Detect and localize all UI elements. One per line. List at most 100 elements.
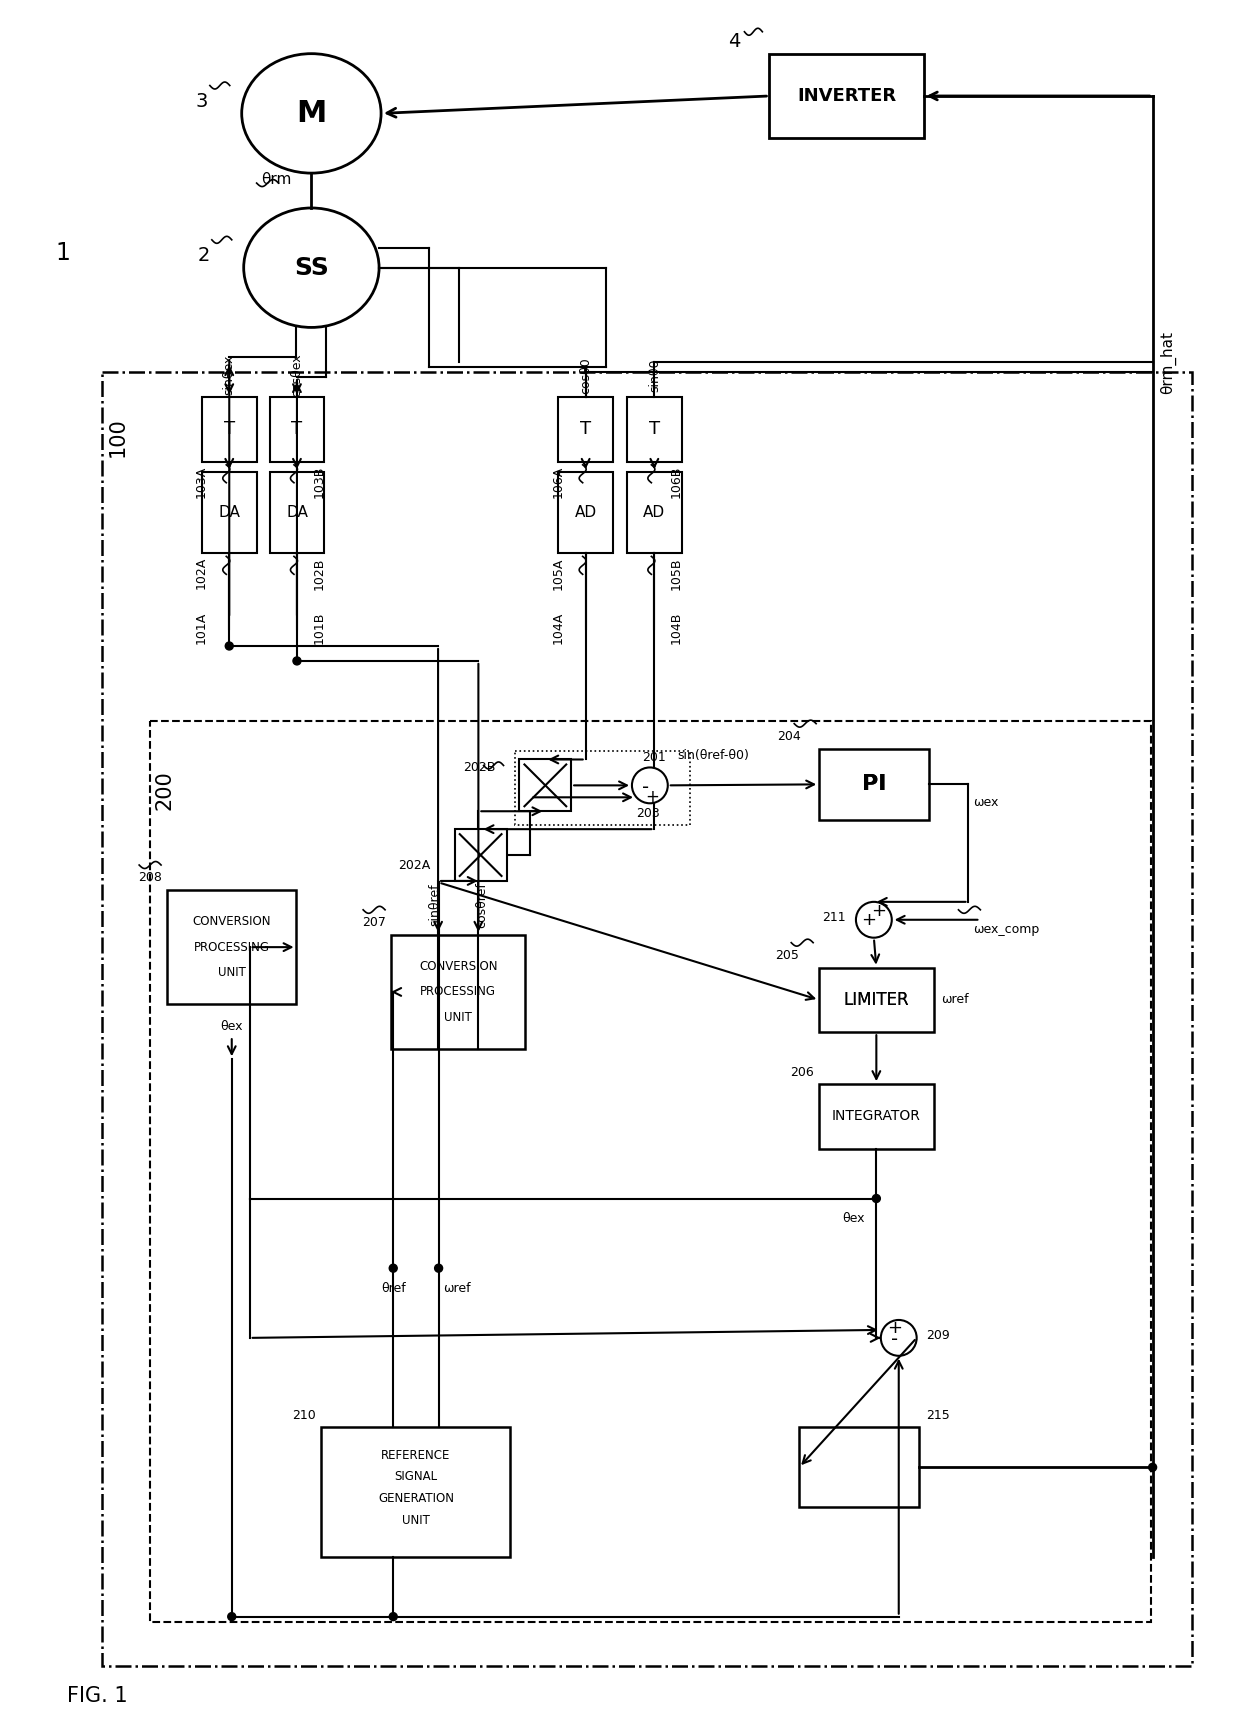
Text: 100: 100 [108, 418, 128, 456]
Text: 106A: 106A [552, 466, 564, 498]
Text: CONVERSION: CONVERSION [192, 916, 272, 928]
Circle shape [389, 1264, 397, 1273]
Text: θex: θex [842, 1212, 864, 1224]
Text: T: T [291, 420, 303, 439]
Text: PI: PI [862, 775, 887, 794]
Text: ωex: ωex [973, 796, 998, 808]
Text: ωref: ωref [444, 1281, 471, 1295]
Text: +: + [888, 1320, 903, 1337]
Text: 3: 3 [196, 92, 208, 111]
Text: 203: 203 [636, 806, 660, 820]
Bar [627, 472, 682, 553]
Bar [820, 968, 934, 1032]
Ellipse shape [244, 208, 379, 328]
Text: LIMITER: LIMITER [843, 990, 909, 1009]
Text: θrm_hat: θrm_hat [1159, 331, 1176, 394]
Text: +: + [862, 910, 877, 929]
Text: θrm: θrm [262, 172, 291, 187]
Text: sin(θref-θ0): sin(θref-θ0) [678, 749, 750, 761]
Text: INVERTER: INVERTER [797, 87, 897, 106]
Text: 202B: 202B [464, 761, 496, 773]
Text: M: M [296, 99, 326, 128]
Bar [202, 397, 257, 461]
Text: 2: 2 [197, 246, 210, 265]
Text: +: + [645, 789, 658, 806]
Text: 106B: 106B [670, 465, 683, 498]
Text: 103B: 103B [312, 465, 325, 498]
Text: 105A: 105A [552, 557, 564, 590]
Circle shape [1148, 1463, 1157, 1470]
Text: PI: PI [862, 775, 887, 794]
Circle shape [226, 642, 233, 650]
Text: cosθex: cosθex [290, 354, 304, 397]
Text: 208: 208 [138, 872, 162, 884]
Text: SIGNAL: SIGNAL [394, 1470, 438, 1483]
Bar [269, 397, 325, 461]
Bar [202, 472, 257, 553]
Text: 206: 206 [790, 1066, 815, 1079]
Text: DA: DA [218, 505, 241, 520]
Text: 202A: 202A [398, 858, 430, 872]
Text: 4: 4 [728, 33, 740, 52]
Text: PROCESSING: PROCESSING [420, 985, 496, 999]
Bar [627, 397, 682, 461]
Bar [820, 749, 929, 820]
Text: 102B: 102B [312, 557, 325, 590]
Text: UNIT: UNIT [444, 1011, 472, 1023]
Text: T: T [649, 420, 660, 439]
Text: ωref: ωref [941, 994, 970, 1006]
Text: 215: 215 [926, 1410, 950, 1422]
Text: AD: AD [574, 505, 596, 520]
Bar [800, 1427, 919, 1507]
Text: -: - [642, 779, 650, 798]
Circle shape [228, 1613, 236, 1621]
Text: T: T [223, 420, 234, 439]
Text: cosθref: cosθref [475, 883, 487, 928]
Ellipse shape [242, 54, 381, 173]
Text: SS: SS [294, 255, 329, 279]
Text: INTEGRATOR: INTEGRATOR [832, 1110, 921, 1124]
Text: 103A: 103A [195, 466, 208, 498]
Circle shape [856, 902, 892, 938]
Text: 207: 207 [362, 916, 386, 929]
Text: -: - [892, 1330, 898, 1349]
Text: LIMITER: LIMITER [843, 990, 909, 1009]
Circle shape [632, 768, 668, 803]
Text: 211: 211 [822, 912, 846, 924]
Text: UNIT: UNIT [218, 966, 246, 978]
Text: 101A: 101A [195, 612, 208, 645]
Text: REFERENCE: REFERENCE [381, 1450, 450, 1462]
Bar [455, 829, 506, 881]
Bar [558, 472, 613, 553]
Circle shape [389, 1613, 397, 1621]
Text: DA: DA [286, 505, 308, 520]
Bar [769, 54, 924, 139]
Text: 204: 204 [777, 730, 801, 744]
Text: 209: 209 [926, 1330, 950, 1342]
Bar [520, 759, 572, 812]
Bar [321, 1427, 511, 1557]
Bar [391, 935, 526, 1049]
Text: 104B: 104B [670, 612, 683, 645]
Circle shape [435, 1264, 443, 1273]
Bar [516, 751, 689, 825]
Bar [820, 1084, 934, 1148]
Text: 101B: 101B [312, 612, 325, 645]
Text: T: T [580, 420, 591, 439]
Text: 105B: 105B [670, 557, 683, 590]
Text: cosθ0: cosθ0 [579, 357, 593, 394]
Text: +: + [872, 902, 887, 919]
Bar [150, 721, 1151, 1621]
Text: sinθex: sinθex [223, 355, 236, 395]
Bar [269, 472, 325, 553]
Circle shape [873, 1195, 880, 1202]
Circle shape [880, 1320, 916, 1356]
Text: sinθref: sinθref [429, 884, 441, 926]
Text: 104A: 104A [552, 612, 564, 645]
Bar [558, 397, 613, 461]
Text: 201: 201 [642, 751, 666, 765]
Bar [103, 373, 1193, 1666]
Circle shape [293, 657, 301, 664]
Text: θex: θex [221, 1020, 243, 1033]
Text: FIG. 1: FIG. 1 [67, 1685, 128, 1706]
